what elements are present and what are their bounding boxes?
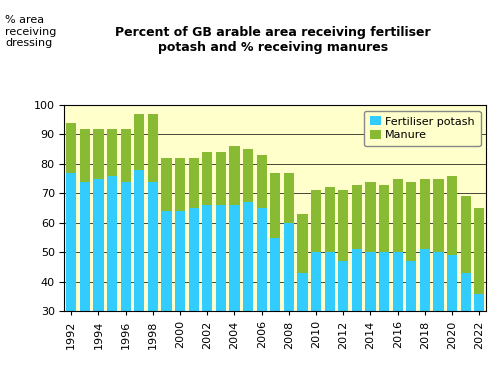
Bar — [107, 129, 117, 176]
Bar — [474, 208, 485, 294]
Bar — [93, 129, 104, 178]
Bar — [461, 196, 471, 273]
Bar — [121, 182, 131, 375]
Bar — [270, 173, 280, 238]
Bar — [134, 170, 144, 375]
Bar — [392, 178, 403, 252]
Bar — [161, 211, 172, 375]
Bar — [284, 223, 294, 375]
Bar — [298, 214, 308, 273]
Bar — [352, 249, 362, 375]
Bar — [229, 205, 240, 375]
Bar — [188, 208, 199, 375]
Bar — [420, 249, 430, 375]
Bar — [366, 252, 375, 375]
Bar — [256, 155, 267, 208]
Bar — [406, 261, 416, 375]
Bar — [324, 188, 335, 252]
Bar — [202, 205, 212, 375]
Bar — [338, 190, 348, 261]
Bar — [352, 184, 362, 249]
Bar — [447, 255, 457, 375]
Bar — [229, 146, 240, 205]
Bar — [256, 208, 267, 375]
Bar — [202, 152, 212, 205]
Bar — [298, 273, 308, 375]
Bar — [420, 178, 430, 249]
Bar — [434, 252, 443, 375]
Bar — [175, 211, 185, 375]
Bar — [148, 182, 158, 375]
Bar — [93, 178, 104, 375]
Bar — [379, 252, 389, 375]
Bar — [243, 202, 253, 375]
Bar — [447, 176, 457, 255]
Bar — [80, 129, 90, 182]
Bar — [406, 182, 416, 261]
Bar — [148, 114, 158, 182]
Bar — [284, 173, 294, 223]
Bar — [461, 273, 471, 375]
Bar — [311, 190, 321, 252]
Bar — [80, 182, 90, 375]
Bar — [66, 173, 76, 375]
Bar — [474, 294, 485, 375]
Legend: Fertiliser potash, Manure: Fertiliser potash, Manure — [364, 111, 481, 146]
Bar — [107, 176, 117, 375]
Bar — [270, 238, 280, 375]
Bar — [243, 149, 253, 202]
Text: Percent of GB arable area receiving fertiliser
potash and % receiving manures: Percent of GB arable area receiving fert… — [115, 26, 431, 54]
Bar — [379, 184, 389, 252]
Bar — [216, 205, 226, 375]
Bar — [188, 158, 199, 208]
Bar — [121, 129, 131, 182]
Bar — [175, 158, 185, 211]
Bar — [161, 158, 172, 211]
Bar — [366, 182, 375, 252]
Bar — [324, 252, 335, 375]
Bar — [338, 261, 348, 375]
Text: % area
receiving
dressing: % area receiving dressing — [5, 15, 57, 48]
Bar — [216, 152, 226, 205]
Bar — [434, 178, 443, 252]
Bar — [392, 252, 403, 375]
Bar — [66, 123, 76, 173]
Bar — [134, 114, 144, 170]
Bar — [311, 252, 321, 375]
